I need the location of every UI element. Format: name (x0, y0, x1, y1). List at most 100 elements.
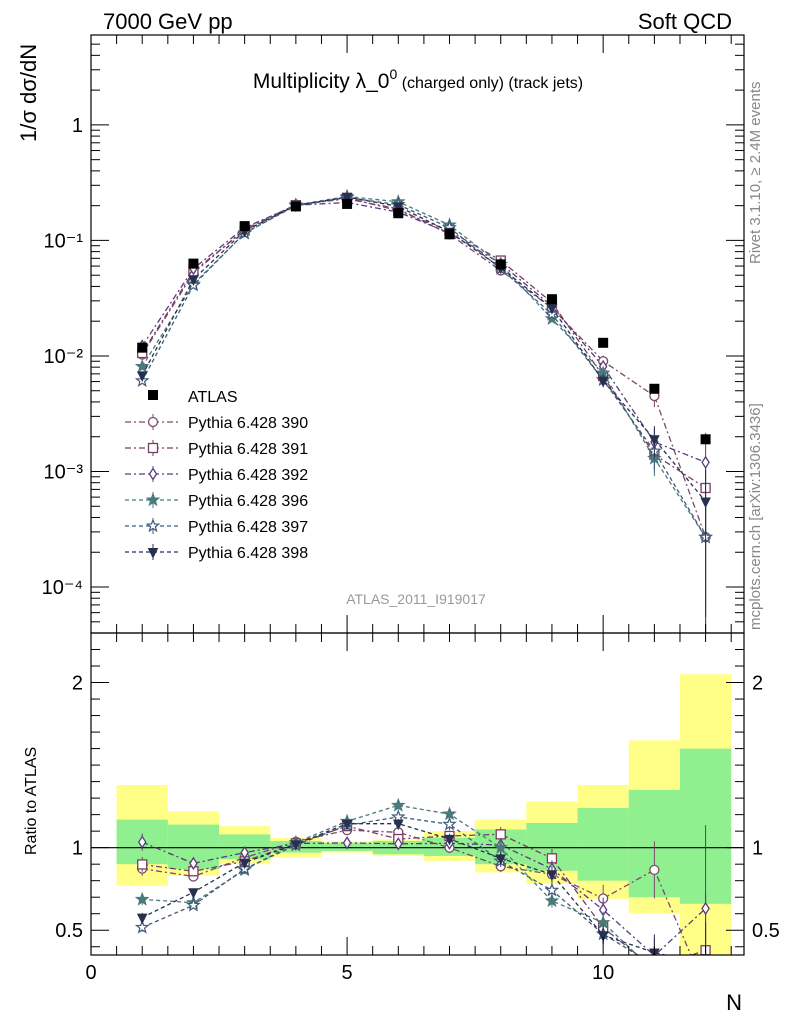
ratio-point (239, 858, 250, 870)
main-axes: 1 10⁻¹ 10⁻² 10⁻³ 10⁻⁴ (42, 34, 744, 634)
ratio-point (134, 919, 150, 934)
ratio-point (544, 893, 560, 908)
legend-marker (145, 492, 161, 507)
watermark: ATLAS_2011_I919017 (346, 591, 486, 607)
ratio-ytick-label: 1 (72, 838, 83, 860)
ratio-point (136, 913, 148, 925)
data-point (341, 193, 353, 204)
side-label-bottom: mcplots.cern.ch [arXiv:1306.3436] (747, 403, 764, 630)
ratio-ytick-label: 0.5 (55, 920, 83, 942)
legend-marker (147, 548, 159, 559)
ratio-ytick-label: 2 (72, 673, 83, 695)
header-right: Soft QCD (638, 9, 732, 34)
legend-label-atlas: ATLAS (188, 389, 238, 406)
atlas-point (495, 259, 506, 270)
legend-marker (147, 416, 159, 428)
data-point (701, 455, 710, 470)
ratio-point (188, 888, 199, 899)
ratio-point (341, 819, 353, 831)
ytick-label: 10⁻² (44, 346, 84, 368)
atlas-point (700, 434, 711, 445)
series-5 (134, 189, 713, 633)
atlas-point (239, 221, 250, 232)
ratio-line (141, 823, 668, 955)
ratio-line (142, 825, 706, 955)
series-atlas (137, 198, 711, 445)
side-label-top: Rivet 3.1.10, ≥ 2.4M events (747, 82, 764, 265)
xlabel: N (726, 990, 742, 1015)
legend-marker-atlas (148, 390, 158, 400)
title-main: Multiplicity λ_0 (253, 70, 390, 93)
xtick-label: 10 (592, 962, 614, 984)
ratio-line (141, 841, 707, 955)
ratio-point (390, 809, 406, 824)
series-3 (137, 195, 710, 544)
legend-marker (148, 467, 158, 481)
data-point (134, 358, 150, 373)
ytick-label: 10⁻¹ (44, 230, 84, 252)
ratio-line (142, 829, 692, 955)
series-line (141, 198, 707, 538)
data-point (597, 376, 609, 388)
ratio-point (342, 836, 352, 850)
ratio-point (544, 882, 560, 897)
ylabel-main: 1/σ dσ/dN (16, 44, 41, 142)
atlas-point (393, 208, 404, 219)
atlas-point (546, 294, 557, 305)
legend-marker (145, 518, 161, 533)
data-point (392, 202, 404, 214)
ratio-series-6 (136, 819, 707, 955)
series-line (141, 196, 707, 538)
ytick-label: 1 (72, 115, 83, 137)
ratio-point (444, 834, 455, 846)
ratio-point (390, 797, 406, 812)
title-small: (charged only) (track jets) (397, 75, 583, 92)
ratio-point (137, 859, 148, 870)
data-point (188, 275, 199, 287)
atlas-point (649, 383, 660, 394)
ratio-content (91, 674, 744, 955)
ratio-point (290, 840, 302, 851)
ratio-point (493, 839, 509, 854)
xtick-label: 0 (85, 962, 96, 984)
ylabel-ratio: Ratio to ATLAS (23, 747, 40, 855)
legend-label: Pythia 6.428 392 (188, 467, 308, 484)
ratio-point (134, 891, 150, 906)
main-frame (90, 34, 745, 634)
data-point (700, 497, 711, 509)
ratio-point (701, 901, 710, 916)
main-content (134, 188, 713, 633)
ratio-plot: 0.5 0.5 1 1 2 2 0 5 10 (55, 632, 780, 984)
atlas-point (444, 229, 455, 240)
ratio-point (442, 816, 457, 831)
ytick-label: 10⁻⁴ (42, 577, 83, 599)
atlas-point (290, 201, 301, 212)
legend-label: Pythia 6.428 398 (188, 545, 308, 562)
data-point (649, 435, 660, 446)
ratio-point (597, 931, 609, 942)
ratio-point (392, 819, 404, 831)
ratio-line (141, 816, 639, 955)
ratio-point (394, 837, 403, 851)
ratio-ytick-label-right: 1 (752, 838, 763, 860)
ratio-point (137, 835, 147, 849)
atlas-point (598, 337, 609, 348)
xtick-label: 5 (342, 962, 353, 984)
series-line (141, 197, 706, 489)
series-4 (134, 188, 713, 633)
ratio-frame (90, 632, 745, 956)
legend-label: Pythia 6.428 391 (188, 441, 308, 458)
legend-label: Pythia 6.428 396 (188, 493, 308, 510)
atlas-point (137, 342, 148, 353)
chart-title: Multiplicity λ_00 (charged only) (track … (253, 66, 583, 93)
band-inner (577, 808, 629, 881)
series-1 (137, 193, 711, 633)
title-sup: 0 (389, 66, 397, 82)
ratio-point (495, 854, 507, 865)
ratio-point (495, 829, 506, 840)
data-point (136, 371, 148, 382)
main-plot: 1 10⁻¹ 10⁻² 10⁻³ 10⁻⁴ (42, 34, 745, 634)
data-point (546, 304, 558, 315)
atlas-point (342, 198, 353, 209)
legend-label: Pythia 6.428 390 (188, 415, 308, 432)
